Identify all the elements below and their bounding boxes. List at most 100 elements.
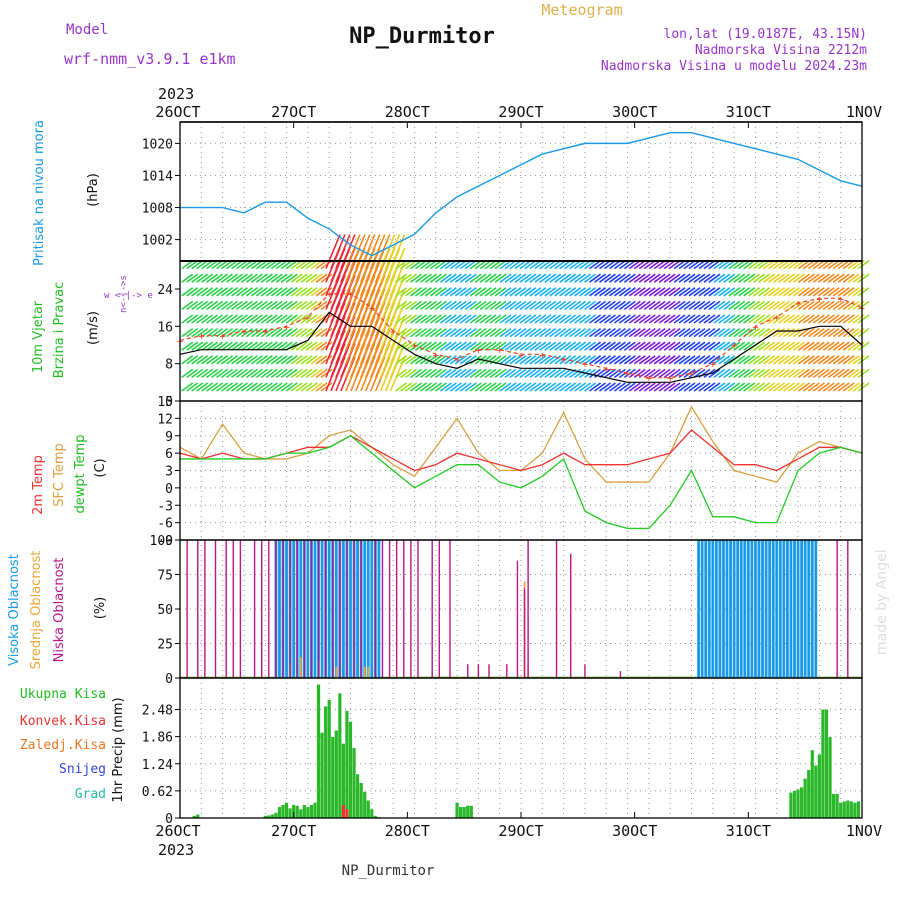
wind-barb — [708, 341, 721, 351]
wind-barb — [415, 382, 427, 392]
wind-barb — [201, 287, 214, 297]
wind-barb — [569, 327, 582, 338]
y-tick-label: -9 — [157, 534, 173, 549]
gust-marker: + — [518, 350, 524, 361]
wind-barb — [211, 314, 224, 324]
wind-barb — [534, 327, 547, 338]
wind-barb — [792, 314, 805, 324]
wind-barb — [688, 287, 701, 297]
bar-total-precip — [292, 804, 296, 818]
wind-barb — [245, 341, 258, 351]
wind-barb — [584, 355, 597, 365]
bar-total-precip — [796, 789, 800, 818]
wind-barb — [628, 314, 641, 324]
wind-barb — [201, 273, 214, 283]
wind-barb — [703, 355, 716, 365]
wind-barb — [415, 327, 427, 338]
bar-high-cloud — [341, 540, 345, 678]
wind-barb — [315, 314, 328, 324]
wind-barb — [718, 300, 731, 311]
wind-barb — [395, 300, 408, 311]
x-tick-label-top: 26OCT — [155, 103, 200, 121]
wind-barb — [499, 287, 512, 297]
wind-barb — [768, 355, 781, 365]
wind-barb — [226, 382, 239, 392]
bar-low-cloud — [410, 540, 412, 678]
wind-barb — [703, 327, 716, 338]
wind-barb — [191, 341, 204, 351]
wind-barb — [579, 382, 592, 392]
wind-barb — [315, 300, 328, 311]
y-tick-label: 100 — [150, 534, 173, 549]
wind-barb — [494, 368, 507, 379]
wind-barb — [479, 300, 492, 311]
wind-barb — [688, 314, 701, 324]
wind-barb — [539, 300, 552, 311]
bar-high-cloud — [313, 540, 317, 678]
bar-total-precip — [324, 706, 328, 818]
wind-barb — [236, 287, 248, 297]
wind-barb — [415, 273, 427, 283]
wind-barb — [449, 368, 462, 379]
wind-barb — [822, 314, 835, 324]
wind-barb — [857, 287, 870, 297]
wind-barb — [464, 273, 477, 283]
wind-barb — [713, 327, 726, 338]
bar-total-precip — [469, 805, 473, 818]
wind-barb — [643, 327, 656, 338]
wind-barb — [653, 300, 666, 311]
wind-barb — [618, 327, 631, 338]
wind-barb — [494, 314, 507, 324]
wind-barb — [231, 355, 243, 365]
gust-marker: + — [710, 360, 716, 371]
wind-barb — [738, 273, 751, 283]
wind-barb — [817, 327, 830, 338]
wind-barb — [663, 287, 676, 297]
bar-total-precip — [817, 754, 821, 818]
wind-barb — [236, 368, 248, 379]
wind-barb — [275, 341, 288, 351]
wind-barb — [405, 327, 418, 338]
wind-barb — [792, 273, 805, 283]
wind-barb — [255, 355, 268, 365]
wind-barb — [275, 327, 288, 338]
wind-barb — [474, 287, 487, 297]
wind-barb — [310, 355, 323, 365]
wind-barb — [822, 382, 835, 392]
wind-barb — [768, 382, 781, 392]
wind-barb — [534, 355, 547, 365]
wind-barb — [678, 300, 691, 311]
bar-mid-cloud — [299, 657, 302, 678]
wind-barb — [554, 300, 567, 311]
wind-barb — [678, 287, 691, 297]
bar-total-precip — [277, 807, 282, 818]
wind-barb — [429, 273, 442, 283]
wind-barb — [608, 341, 621, 351]
bar-low-cloud — [204, 540, 206, 678]
wind-barb — [405, 368, 418, 379]
temp-unit: (C) — [93, 458, 108, 477]
wind-barb — [608, 300, 621, 311]
bar-low-cloud — [214, 540, 217, 678]
wind-barb — [454, 327, 467, 338]
y-tick-label: 0.62 — [142, 785, 173, 800]
wind-barb — [688, 341, 701, 351]
wind-barb — [822, 327, 835, 338]
wind-barb — [738, 327, 751, 338]
watermark: made by Angel — [874, 549, 890, 655]
wind-barb — [504, 368, 517, 379]
wind-barb — [549, 287, 562, 297]
wind-barb — [743, 368, 756, 379]
wind-barb — [454, 355, 467, 365]
wind-barb — [384, 234, 401, 269]
wind-barb — [509, 287, 522, 297]
wind-barb — [519, 273, 532, 283]
wind-barb — [748, 368, 761, 379]
bar-low-cloud — [619, 671, 622, 678]
bar-high-cloud — [757, 540, 761, 678]
wind-barb — [797, 327, 810, 338]
wind-barb — [728, 327, 741, 338]
gust-marker: + — [667, 374, 673, 385]
x-tick-label-bottom: 26OCT — [155, 822, 200, 840]
wind-barb — [424, 287, 437, 297]
